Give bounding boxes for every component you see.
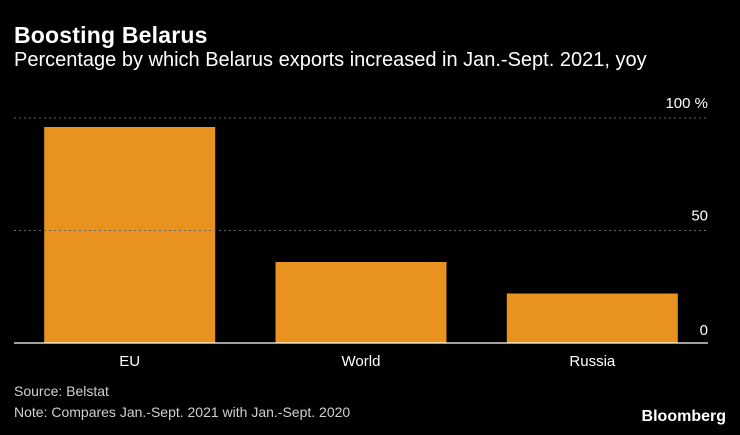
x-tick-label: Russia — [569, 353, 616, 370]
y-tick-label: 0 — [700, 322, 708, 339]
source-note: Source: Belstat — [14, 383, 109, 399]
chart-title: Boosting Belarus — [14, 22, 208, 48]
methodology-note: Note: Compares Jan.-Sept. 2021 with Jan.… — [14, 404, 351, 420]
y-tick-label: 50 — [691, 208, 708, 225]
x-tick-label: World — [342, 353, 381, 370]
chart-subtitle: Percentage by which Belarus exports incr… — [14, 49, 647, 71]
x-tick-label: EU — [119, 353, 140, 370]
bar-russia — [506, 293, 678, 343]
bar-eu — [44, 127, 216, 343]
y-tick-label: 100 % — [665, 95, 708, 112]
bar-world — [275, 262, 447, 343]
bloomberg-logo: Bloomberg — [641, 408, 726, 425]
